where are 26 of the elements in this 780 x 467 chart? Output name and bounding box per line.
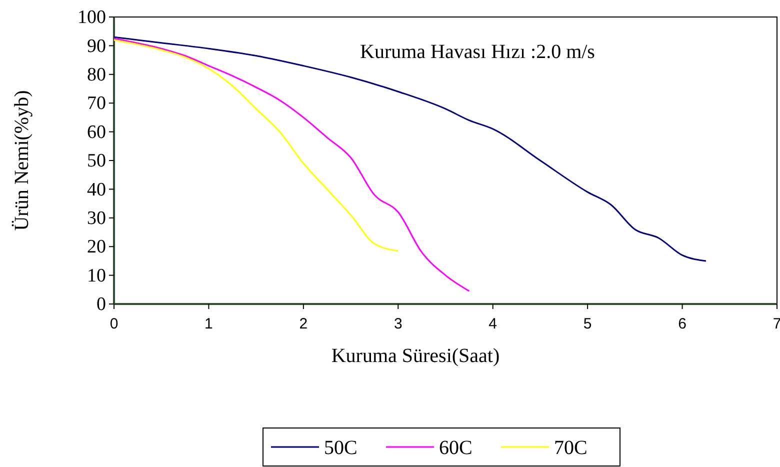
x-tick-label: 0 [110, 316, 118, 332]
y-tick-label: 100 [78, 7, 106, 28]
y-tick-label: 0 [96, 294, 106, 316]
y-tick-label: 30 [87, 208, 106, 229]
x-tick-label: 7 [772, 316, 780, 332]
y-tick-label: 90 [87, 36, 106, 57]
x-tick-label: 4 [488, 316, 498, 332]
x-tick-label: 1 [204, 316, 213, 332]
y-tick-label: 10 [87, 265, 106, 286]
y-tick-label: 70 [87, 93, 106, 114]
x-tick-label: 3 [394, 316, 402, 332]
x-tick-label: 2 [299, 316, 308, 332]
x-axis-title: Kuruma Süresi(Saat) [331, 345, 500, 367]
y-tick-label: 20 [87, 236, 106, 258]
line-series [113, 36, 707, 262]
y-tick-label: 40 [87, 179, 106, 200]
legend-label: 50C [324, 437, 358, 459]
annotation: Kuruma Havası Hızı :2.0 m/s [360, 41, 596, 63]
y-tick-label: 80 [87, 64, 106, 86]
y-axis-title: Ürün Nemi(%yb) [11, 90, 33, 231]
legend-label: 70C [554, 437, 588, 459]
y-tick-label: 60 [87, 122, 106, 143]
legend-label: 60C [439, 437, 472, 459]
x-tick-label: 5 [583, 316, 592, 332]
y-tick-label: 50 [87, 150, 106, 172]
x-tick-label: 6 [678, 316, 686, 332]
